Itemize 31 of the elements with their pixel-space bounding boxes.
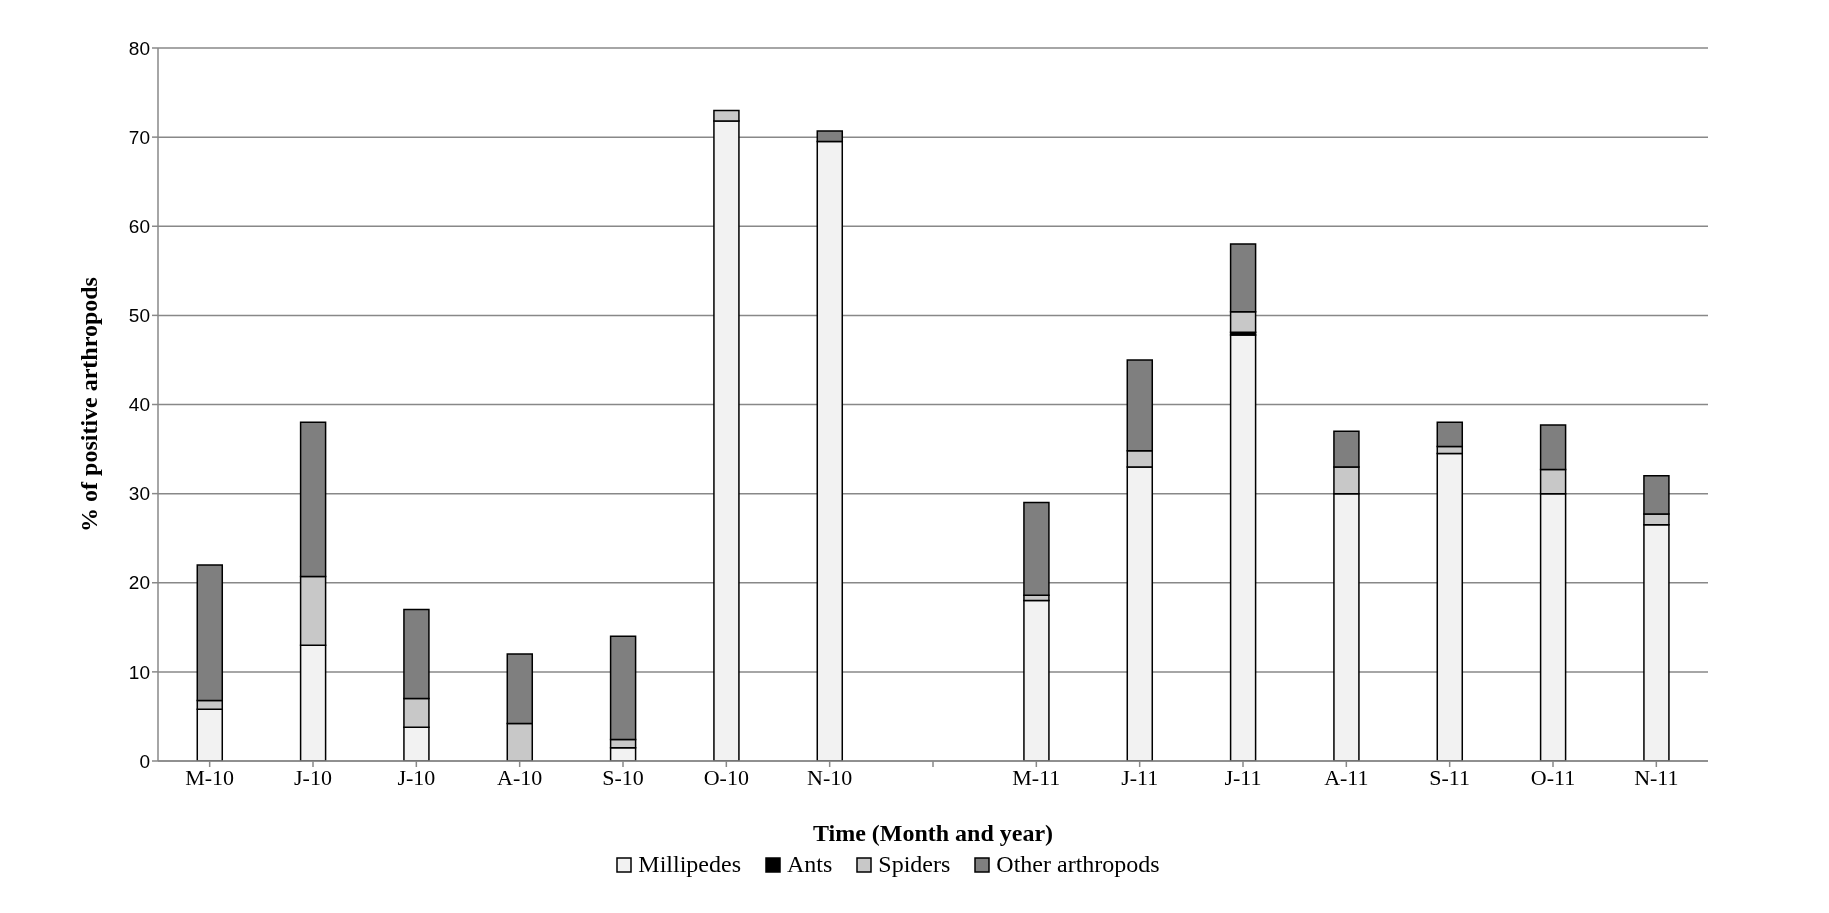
bar (1229, 334, 1257, 761)
x-tick-label: S-10 (602, 764, 644, 790)
x-tick-label: J-11 (1224, 764, 1262, 790)
y-tick-label: 10 (128, 661, 150, 683)
x-tick-label: A-10 (497, 764, 543, 790)
legend-label: Ants (787, 851, 833, 878)
x-tick-label: S-11 (1429, 764, 1471, 790)
y-tick-label: 40 (128, 394, 150, 416)
x-tick-label: O-10 (703, 764, 749, 790)
x-tick-label: J-11 (1121, 764, 1159, 790)
y-tick-label: 80 (128, 37, 150, 59)
y-tick-label: 30 (128, 483, 150, 505)
y-tick-label: 70 (128, 126, 150, 148)
legend-label: Spiders (878, 851, 951, 878)
x-tick-label: M-11 (1012, 764, 1061, 790)
bar (1023, 599, 1050, 761)
x-tick-label: O-11 (1530, 764, 1576, 790)
x-tick-label: M-10 (185, 764, 235, 790)
y-tick-label: 50 (128, 305, 150, 327)
x-tick-label: N-11 (1634, 764, 1679, 790)
x-tick-label: A-11 (1324, 764, 1369, 790)
x-axis-title: Time (Month and year) (812, 820, 1054, 846)
y-axis-title: % of positive arthropods (75, 277, 102, 532)
x-tick-label: N-10 (807, 764, 853, 790)
legend-label: Millipedes (638, 851, 741, 878)
y-tick-label: 0 (139, 750, 150, 772)
y-tick-label: 20 (128, 572, 150, 594)
legend-label: Other arthropods (996, 851, 1160, 878)
x-tick-label: J-10 (397, 764, 436, 790)
y-tick-label: 60 (128, 215, 150, 237)
x-tick-label: J-10 (294, 764, 332, 790)
